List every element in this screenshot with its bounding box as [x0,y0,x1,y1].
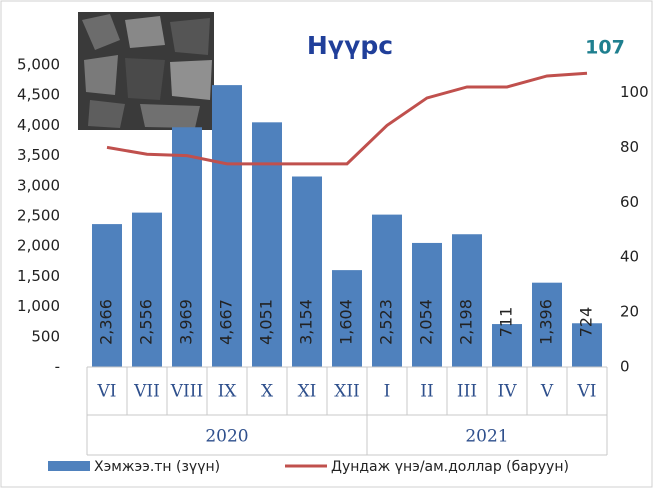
coal-image [78,12,214,130]
chart-title: Нүүрс [307,31,393,60]
y-tick-label: 2,500 [17,207,60,225]
data-label: 2,366 [97,299,116,345]
x-tick-label: XI [298,382,317,402]
x-tick-label: X [261,382,274,402]
y-tick-label: 2,000 [17,237,60,255]
x-tick-label: II [420,382,433,402]
y-tick-label: 500 [31,327,60,345]
x-tick-label: VI [97,382,117,402]
x-tick-label: I [384,382,391,402]
y-tick-label: 4,500 [17,86,60,104]
y2-tick-label: 80 [620,138,639,156]
group-label: 2020 [205,427,248,447]
data-label: 2,523 [377,299,396,345]
y-tick-label: 3,000 [17,176,60,194]
y-tick-label: 5,000 [17,56,60,74]
y2-tick-label: 0 [620,358,630,376]
legend-label: Дундаж үнэ/ам.доллар (баруун) [331,459,569,475]
annotation: 107 [585,37,625,59]
y-tick-label: 4,000 [17,116,60,134]
data-label: 3,969 [177,299,196,345]
chart: Нүүрс 107 - 500 1,000 1,500 2,000 2,500 3,000 3… [0,0,653,488]
data-label: 4,051 [257,299,276,345]
data-label: 4,667 [217,299,236,345]
legend-swatch [48,461,90,471]
y-tick-label: 3,500 [17,146,60,164]
y-tick-label: 1,500 [17,267,60,285]
group-label: 2021 [465,427,508,447]
y2-tick-label: 20 [620,303,639,321]
x-tick-label: VI [577,382,597,402]
y2-tick-label: 100 [620,83,649,101]
x-tick-label: IX [218,382,238,402]
y2-tick-label: 60 [620,193,639,211]
y-tick-label: 1,000 [17,297,60,315]
y-tick-label: - [55,358,60,376]
data-label: 2,556 [137,299,156,345]
data-label: 1,604 [337,299,356,345]
legend-label: Хэмжээ.тн (зүүн) [94,459,220,475]
data-label: 2,054 [417,299,436,345]
data-label: 1,396 [537,299,556,345]
x-tick-label: VII [133,382,160,402]
x-tick-label: IV [498,382,518,402]
data-label: 2,198 [457,299,476,345]
x-tick-label: VIII [170,382,203,402]
x-tick-label: V [540,382,554,402]
data-label: 3,154 [297,299,316,345]
y2-tick-label: 40 [620,248,639,266]
data-label: 724 [577,307,596,338]
x-tick-label: III [457,382,477,402]
x-tick-label: XII [334,382,360,402]
data-label: 711 [497,307,516,338]
